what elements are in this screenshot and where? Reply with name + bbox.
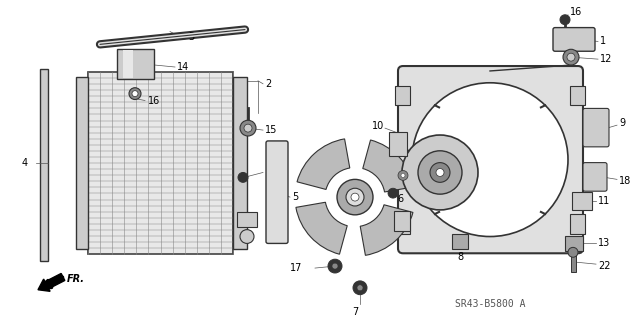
Bar (570, 86, 585, 106)
Text: 10: 10 (372, 121, 384, 131)
Text: 13: 13 (598, 238, 611, 249)
Bar (88, 72, 233, 254)
Circle shape (398, 170, 408, 180)
FancyBboxPatch shape (565, 235, 583, 251)
Bar (395, 86, 410, 106)
FancyBboxPatch shape (117, 49, 154, 79)
Bar (233, 77, 247, 249)
Text: 16: 16 (148, 95, 160, 106)
Text: 5: 5 (292, 192, 298, 202)
Circle shape (401, 174, 405, 177)
Text: 19: 19 (407, 167, 419, 176)
Text: 18: 18 (619, 176, 631, 186)
Bar (395, 214, 410, 234)
FancyBboxPatch shape (394, 211, 410, 231)
Circle shape (351, 193, 359, 201)
Circle shape (346, 188, 364, 206)
Wedge shape (296, 202, 348, 254)
Bar (76, 77, 88, 249)
Text: 16: 16 (570, 7, 582, 17)
Bar (40, 69, 48, 261)
Wedge shape (363, 140, 414, 192)
Bar (570, 214, 585, 234)
Text: 17: 17 (290, 263, 302, 273)
FancyBboxPatch shape (452, 234, 468, 249)
Circle shape (560, 15, 570, 25)
FancyBboxPatch shape (583, 108, 609, 147)
FancyArrow shape (38, 273, 65, 291)
Circle shape (244, 124, 252, 132)
Text: 22: 22 (598, 261, 611, 271)
Text: 7: 7 (352, 308, 358, 317)
FancyBboxPatch shape (572, 192, 592, 210)
Text: 3: 3 (188, 33, 194, 42)
Circle shape (332, 263, 338, 269)
Circle shape (337, 179, 373, 215)
FancyBboxPatch shape (389, 132, 407, 156)
FancyBboxPatch shape (553, 28, 595, 51)
Text: 1: 1 (600, 36, 606, 46)
Text: 20: 20 (372, 222, 385, 232)
Circle shape (430, 163, 450, 182)
FancyBboxPatch shape (266, 141, 288, 243)
Text: 11: 11 (598, 196, 611, 206)
Text: 9: 9 (619, 118, 625, 128)
Text: 6: 6 (397, 194, 403, 204)
Bar (571, 252, 576, 272)
Circle shape (418, 151, 462, 194)
Circle shape (412, 83, 568, 236)
Circle shape (328, 259, 342, 273)
Circle shape (353, 281, 367, 295)
Text: 15: 15 (265, 125, 277, 135)
Wedge shape (360, 205, 413, 255)
FancyBboxPatch shape (123, 50, 133, 78)
Wedge shape (297, 139, 350, 189)
Text: 8: 8 (457, 252, 463, 262)
Circle shape (132, 91, 138, 97)
Circle shape (240, 230, 254, 243)
Bar (237, 212, 257, 227)
Circle shape (357, 285, 363, 291)
Circle shape (388, 188, 398, 198)
Circle shape (563, 49, 579, 65)
FancyBboxPatch shape (583, 163, 607, 191)
Circle shape (567, 53, 575, 61)
Text: FR.: FR. (67, 274, 85, 284)
Circle shape (238, 173, 248, 182)
Text: 4: 4 (22, 158, 28, 167)
Text: SR43-B5800 A: SR43-B5800 A (455, 299, 525, 308)
Text: 21: 21 (265, 166, 277, 175)
Circle shape (240, 120, 256, 136)
Text: 12: 12 (600, 54, 612, 64)
Text: 2: 2 (265, 79, 271, 89)
Circle shape (436, 168, 444, 176)
Text: 14: 14 (177, 62, 189, 72)
Circle shape (129, 88, 141, 100)
Circle shape (402, 135, 478, 210)
Circle shape (568, 247, 578, 257)
FancyBboxPatch shape (398, 66, 583, 253)
